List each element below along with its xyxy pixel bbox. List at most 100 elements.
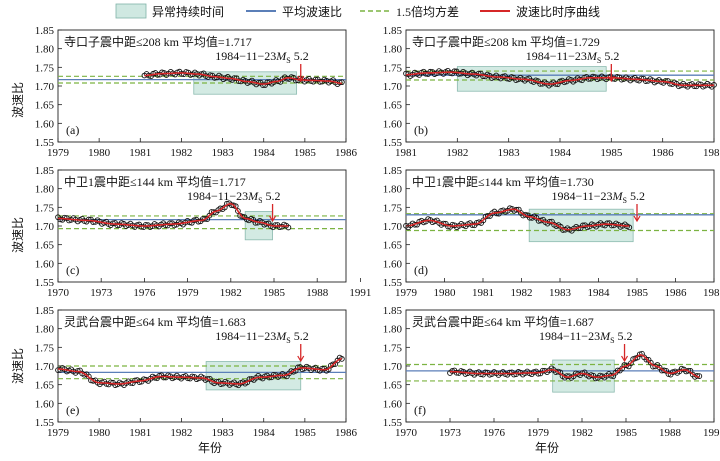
data-point xyxy=(167,220,173,227)
data-point xyxy=(276,224,283,231)
x-tick-label: 1981 xyxy=(395,147,417,159)
data-point xyxy=(636,351,643,358)
panel-label: (b) xyxy=(414,123,428,137)
y-tick-label: 1.70 xyxy=(35,81,55,93)
x-tick-label: 1979 xyxy=(47,147,70,159)
chart-panel-c: 1970 1973 1976 1979 1982 1985 1988 1991 1.55 1.60… xyxy=(35,165,372,299)
legend-curve-label: 波速比时序曲线 xyxy=(516,4,600,19)
x-tick-label: 1970 xyxy=(47,287,70,299)
x-tick-label: 1973 xyxy=(90,287,113,299)
data-point xyxy=(160,374,167,381)
legend-std-label: 1.5倍均方差 xyxy=(396,4,459,19)
panel-title: 中卫1震中距≤144 km 平均值=1.730 xyxy=(412,174,594,189)
wave-velocity-ratio-curve xyxy=(405,71,714,87)
plot-frame xyxy=(57,169,347,283)
y-tick-label: 1.65 xyxy=(35,100,55,112)
data-point xyxy=(189,373,196,380)
x-tick-label: 1981 xyxy=(472,287,494,299)
y-tick-label: 1.75 xyxy=(35,202,55,214)
y-tick-label: 1.55 xyxy=(383,137,403,149)
data-point xyxy=(642,78,649,84)
x-tick-label: 1985 xyxy=(615,427,638,439)
y-tick-label: 1.70 xyxy=(383,81,403,93)
y-tick-label: 1.85 xyxy=(35,165,55,177)
data-point xyxy=(136,379,143,385)
wave-velocity-ratio-curve xyxy=(405,208,630,231)
data-point xyxy=(114,222,121,229)
data-point xyxy=(260,82,266,88)
y-tick-label: 1.85 xyxy=(383,305,403,317)
legend-anomaly-label: 异常持续时间 xyxy=(152,4,224,19)
y-tick-label: 1.65 xyxy=(383,240,403,252)
data-point xyxy=(235,208,241,214)
panel-label: (c) xyxy=(66,263,79,277)
y-tick-label: 1.80 xyxy=(383,324,403,336)
y-tick-label: 1.60 xyxy=(383,398,403,410)
data-point xyxy=(285,224,292,231)
panel-title: 灵武台震中距≤64 km 平均值=1.687 xyxy=(412,314,594,329)
data-point xyxy=(427,68,434,75)
x-tick-label: 1979 xyxy=(177,287,200,299)
data-point xyxy=(330,361,336,368)
x-tick-label: 1986 xyxy=(665,287,688,299)
y-tick-label: 1.80 xyxy=(35,44,55,56)
x-tick-label: 1991 xyxy=(349,287,371,299)
chart-panel-e: 1979 1980 1981 1982 1983 1984 1985 1986 1.55 1.60… xyxy=(35,305,358,439)
y-tick-label: 1.70 xyxy=(383,361,403,373)
data-point xyxy=(270,372,277,378)
chart-panel-a: 1979 1980 1981 1982 1983 1984 1985 1986 1.55 1.60… xyxy=(35,25,358,159)
y-tick-label: 1.65 xyxy=(35,240,55,252)
x-tick-label: 1986 xyxy=(652,147,675,159)
event-arrow-head xyxy=(621,355,629,363)
xlabel-left: 年份 xyxy=(198,441,222,455)
y-tick-label: 1.75 xyxy=(383,342,403,354)
panel-title: 中卫1震中距≤144 km 平均值=1.717 xyxy=(64,174,246,189)
y-tick-label: 1.60 xyxy=(383,118,403,130)
x-tick-label: 1982 xyxy=(170,147,192,159)
data-point xyxy=(484,213,491,219)
x-tick-label: 1982 xyxy=(220,287,242,299)
panel-label: (d) xyxy=(414,263,428,277)
y-tick-label: 1.70 xyxy=(383,221,403,233)
y-tick-label: 1.55 xyxy=(35,137,55,149)
data-point xyxy=(142,221,149,228)
x-tick-label: 1985 xyxy=(294,427,317,439)
data-point xyxy=(312,76,319,83)
x-tick-label: 1982 xyxy=(170,427,192,439)
y-tick-label: 1.80 xyxy=(35,184,55,196)
x-tick-label: 1980 xyxy=(434,287,457,299)
y-tick-label: 1.85 xyxy=(35,305,55,317)
data-point xyxy=(614,74,621,80)
data-point xyxy=(695,81,702,87)
y-tick-label: 1.85 xyxy=(35,25,55,37)
data-point xyxy=(217,381,224,387)
data-point xyxy=(455,71,462,77)
y-tick-label: 1.55 xyxy=(35,277,55,289)
y-tick-label: 1.60 xyxy=(35,118,55,130)
data-point xyxy=(592,375,599,382)
x-tick-label: 1983 xyxy=(212,427,235,439)
data-point xyxy=(661,367,667,374)
legend-anomaly-swatch xyxy=(115,3,147,19)
x-tick-label: 1983 xyxy=(212,147,235,159)
x-tick-label: 1986 xyxy=(335,147,358,159)
y-tick-label: 1.75 xyxy=(35,62,55,74)
ylabel-row2: 波速比 xyxy=(11,217,25,253)
panel-title: 寺口子震中距≤208 km 平均值=1.717 xyxy=(64,34,252,49)
panel-label: (f) xyxy=(414,403,426,417)
y-tick-label: 1.70 xyxy=(35,361,55,373)
x-tick-label: 1985 xyxy=(294,147,317,159)
y-tick-label: 1.60 xyxy=(35,258,55,270)
y-tick-label: 1.60 xyxy=(383,258,403,270)
event-annotation: 1984−11−23MS 5.2 xyxy=(551,189,645,205)
x-tick-label: 1985 xyxy=(626,287,649,299)
x-tick-label: 1991 xyxy=(703,427,720,439)
y-tick-label: 1.80 xyxy=(383,44,403,56)
data-point xyxy=(61,214,68,221)
y-tick-label: 1.75 xyxy=(383,202,403,214)
legend-mean-label: 平均波速比 xyxy=(282,5,342,19)
event-arrow-head xyxy=(607,75,615,83)
wave-velocity-ratio-curve xyxy=(144,72,342,85)
x-tick-label: 1976 xyxy=(483,427,506,439)
